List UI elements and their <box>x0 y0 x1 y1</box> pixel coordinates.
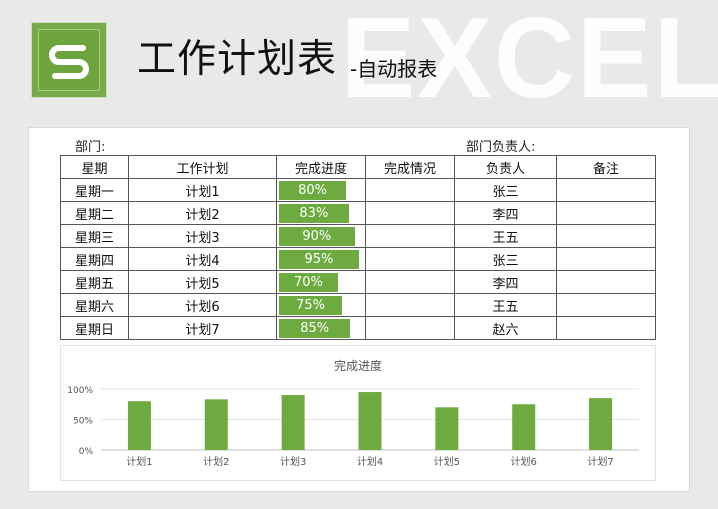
page-title: 工作计划表 <box>137 37 338 82</box>
chart-bar <box>358 392 382 450</box>
plan-cell[interactable]: 计划3 <box>128 224 277 248</box>
status-cell[interactable] <box>365 247 455 271</box>
x-tick-label: 计划2 <box>203 455 229 468</box>
plan-cell[interactable]: 计划6 <box>128 293 277 317</box>
owner-cell[interactable]: 李四 <box>454 201 557 225</box>
table-row: 星期四 计划4 95% 张三 <box>60 247 656 271</box>
y-tick-label: 100% <box>67 386 93 396</box>
status-cell[interactable] <box>365 293 455 317</box>
department-label: 部门: <box>75 140 106 155</box>
progress-bar: 75% <box>279 295 342 315</box>
owner-cell[interactable]: 赵六 <box>454 316 557 340</box>
day-cell[interactable]: 星期一 <box>60 178 129 202</box>
status-cell[interactable] <box>365 224 455 248</box>
note-cell[interactable] <box>556 270 656 294</box>
owner-cell[interactable]: 李四 <box>454 270 557 294</box>
table-row: 星期三 计划3 90% 王五 <box>60 224 656 248</box>
progress-cell[interactable]: 70% <box>276 270 366 294</box>
plan-cell[interactable]: 计划4 <box>128 247 277 271</box>
status-cell[interactable] <box>365 270 455 294</box>
progress-chart: 完成进度 0% 50% 100% 计划1 计划2 计划3 计划4 计划5 计划6 计划7 <box>60 345 656 481</box>
day-cell[interactable]: 星期日 <box>60 316 129 340</box>
note-cell[interactable] <box>556 224 656 248</box>
x-tick-label: 计划4 <box>357 455 383 468</box>
plan-table: 星期 工作计划 完成进度 完成情况 负责人 备注 星期一 计划1 80% 张三 星期二计… <box>60 155 656 340</box>
y-tick-label: 50% <box>73 417 93 427</box>
x-tick-label: 计划3 <box>280 455 306 468</box>
table-row: 星期二 计划2 83% 李四 <box>60 201 656 225</box>
chart-bar <box>281 395 305 450</box>
table-row: 星期六 计划6 75% 王五 <box>60 293 656 317</box>
chart-bar <box>435 407 459 450</box>
plan-cell[interactable]: 计划2 <box>128 201 277 225</box>
status-cell[interactable] <box>365 201 455 225</box>
progress-cell[interactable]: 83% <box>276 201 366 225</box>
note-cell[interactable] <box>556 247 656 271</box>
owner-cell[interactable]: 王五 <box>454 224 557 248</box>
x-tick-label: 计划7 <box>587 455 613 468</box>
day-cell[interactable]: 星期六 <box>60 293 129 317</box>
table-row: 星期一 计划1 80% 张三 <box>60 178 656 202</box>
progress-bar: 70% <box>279 272 338 292</box>
note-cell[interactable] <box>556 178 656 202</box>
progress-bar: 80% <box>279 180 347 200</box>
s-logo-icon <box>49 45 89 79</box>
x-tick-label: 计划5 <box>434 455 460 468</box>
note-cell[interactable] <box>556 293 656 317</box>
day-cell[interactable]: 星期四 <box>60 247 129 271</box>
manager-label: 部门负责人: <box>466 140 536 155</box>
page-subtitle: -自动报表 <box>350 57 438 81</box>
x-tick-label: 计划6 <box>511 455 537 468</box>
excel-watermark: EXCEL <box>340 0 718 122</box>
x-tick-label: 计划1 <box>126 455 152 468</box>
chart-bar <box>204 399 228 450</box>
plan-cell[interactable]: 计划5 <box>128 270 277 294</box>
note-cell[interactable] <box>556 201 656 225</box>
progress-cell[interactable]: 80% <box>276 178 366 202</box>
progress-cell[interactable]: 75% <box>276 293 366 317</box>
table-row: 星期日 计划7 85% 赵六 <box>60 316 656 340</box>
progress-bar: 90% <box>279 226 355 246</box>
status-cell[interactable] <box>365 316 455 340</box>
column-header[interactable]: 负责人 <box>454 155 557 179</box>
progress-cell[interactable]: 95% <box>276 247 366 271</box>
app-logo <box>31 22 107 98</box>
day-cell[interactable]: 星期三 <box>60 224 129 248</box>
y-tick-label: 0% <box>79 447 94 457</box>
report-sheet: 部门: 部门负责人: 星期 工作计划 完成进度 完成情况 负责人 备注 星期一计… <box>28 127 690 492</box>
column-header[interactable]: 星期 <box>60 155 129 179</box>
chart-title: 完成进度 <box>334 358 382 373</box>
table-header-row: 星期 工作计划 完成进度 完成情况 负责人 备注 <box>60 155 656 179</box>
progress-cell[interactable]: 85% <box>276 316 366 340</box>
column-header[interactable]: 备注 <box>556 155 656 179</box>
day-cell[interactable]: 星期五 <box>60 270 129 294</box>
note-cell[interactable] <box>556 316 656 340</box>
owner-cell[interactable]: 张三 <box>454 178 557 202</box>
progress-cell[interactable]: 90% <box>276 224 366 248</box>
chart-bar <box>127 401 151 450</box>
chart-canvas: 完成进度 0% 50% 100% 计划1 计划2 计划3 计划4 计划5 计划6 计划7 <box>67 358 639 468</box>
column-header[interactable]: 完成进度 <box>276 155 366 179</box>
owner-cell[interactable]: 张三 <box>454 247 557 271</box>
chart-bar <box>589 398 613 450</box>
chart-bar <box>512 404 536 450</box>
progress-bar: 83% <box>279 203 349 223</box>
progress-bar: 95% <box>279 249 359 269</box>
column-header[interactable]: 工作计划 <box>128 155 277 179</box>
day-cell[interactable]: 星期二 <box>60 201 129 225</box>
column-header[interactable]: 完成情况 <box>365 155 455 179</box>
plan-cell[interactable]: 计划7 <box>128 316 277 340</box>
status-cell[interactable] <box>365 178 455 202</box>
progress-bar: 85% <box>279 318 351 338</box>
plan-cell[interactable]: 计划1 <box>128 178 277 202</box>
table-row: 星期五 计划5 70% 李四 <box>60 270 656 294</box>
owner-cell[interactable]: 王五 <box>454 293 557 317</box>
